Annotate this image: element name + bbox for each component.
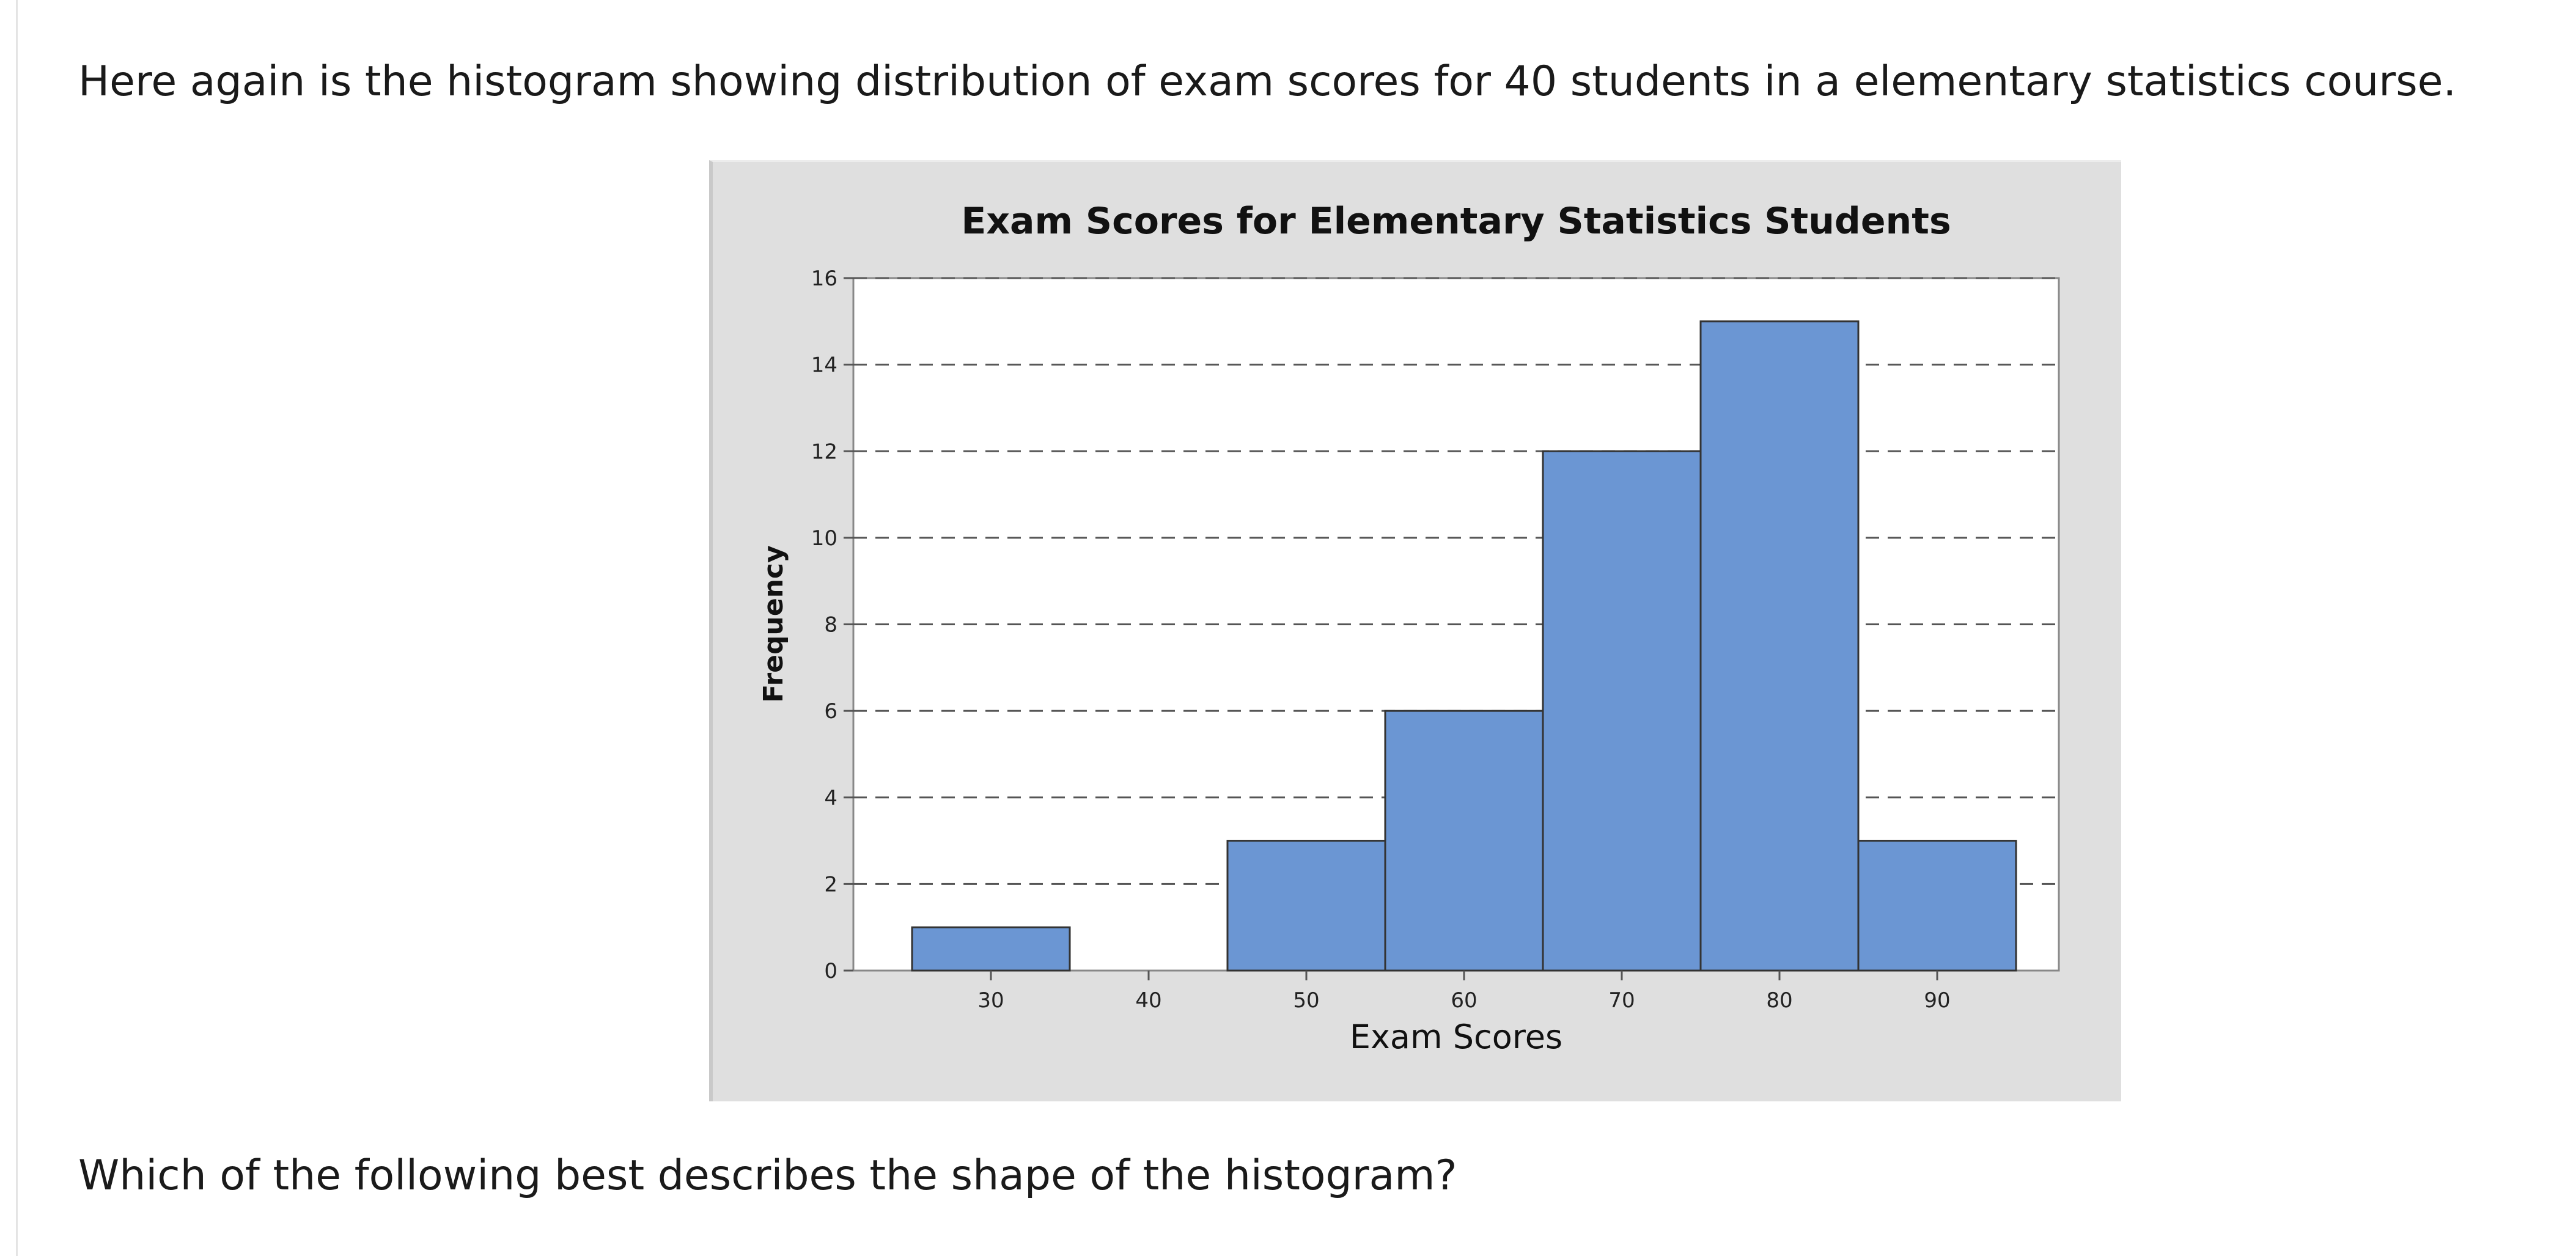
chart-title: Exam Scores for Elementary Statistics St…	[961, 200, 1951, 243]
histogram-bar-80	[1699, 320, 1860, 972]
histogram-panel: 0 2 4 6 8 10 12 14 16 30 40 50 60 70 80 90 Exam Scores …	[709, 160, 2121, 1101]
x-tick-label-40: 40	[1135, 988, 1161, 1013]
histogram-bar-30	[911, 926, 1071, 972]
intro-text: Here again is the histogram showing dist…	[78, 57, 2457, 106]
question-text: Which of the following best describes th…	[78, 1151, 1457, 1200]
x-axis-label: Exam Scores	[1350, 1018, 1562, 1056]
y-tick-label-16: 16	[811, 266, 837, 291]
x-tick-label-80: 80	[1766, 988, 1792, 1013]
y-tick-label-10: 10	[811, 526, 837, 551]
y-axis-label: Frequency	[758, 545, 789, 703]
y-tick-label-4: 4	[824, 786, 837, 810]
histogram-bar-70	[1542, 450, 1702, 972]
y-tick-label-12: 12	[811, 439, 837, 464]
x-tick-label-50: 50	[1293, 988, 1319, 1013]
x-tick-label-60: 60	[1451, 988, 1477, 1013]
x-tick-label-30: 30	[977, 988, 1004, 1013]
page-left-rule	[16, 0, 18, 1256]
histogram-bar-50	[1226, 840, 1386, 972]
x-tick-label-90: 90	[1924, 988, 1950, 1013]
histogram-bar-90	[1857, 840, 2017, 972]
y-tick-label-14: 14	[811, 353, 837, 378]
x-tick-label-70: 70	[1608, 988, 1635, 1013]
y-tick-label-2: 2	[824, 872, 837, 897]
y-tick-label-8: 8	[824, 613, 837, 637]
histogram-bar-60	[1384, 710, 1544, 972]
y-tick-label-6: 6	[824, 699, 837, 724]
y-tick-label-0: 0	[824, 959, 837, 983]
histogram-chart: 0 2 4 6 8 10 12 14 16 30 40 50 60 70 80 90 Exam Scores …	[758, 200, 2060, 1056]
